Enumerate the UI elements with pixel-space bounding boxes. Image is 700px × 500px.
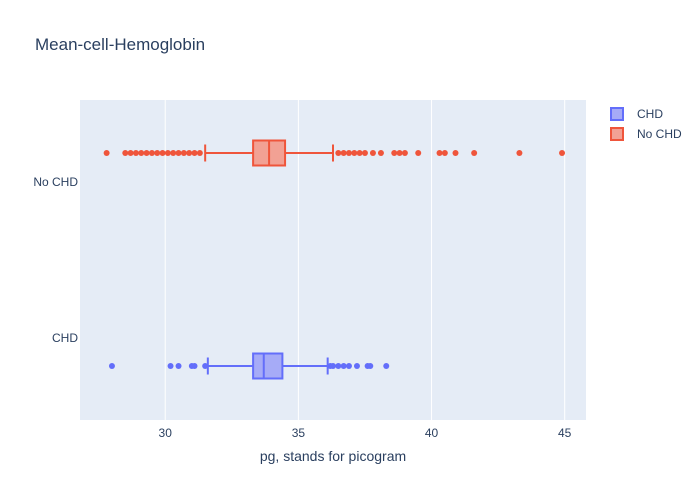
- outlier-point: [180, 150, 187, 156]
- outlier-point: [167, 363, 174, 369]
- outlier-point: [516, 150, 523, 156]
- outlier-point: [353, 363, 360, 369]
- outlier-point: [164, 150, 171, 156]
- outlier-point: [452, 150, 459, 156]
- outlier-point: [191, 363, 198, 369]
- axes: 30 35 40 45 CHD No CHD: [33, 175, 571, 440]
- outlier-point: [361, 150, 368, 156]
- legend-swatch: [610, 107, 624, 121]
- outlier-point: [108, 363, 115, 369]
- outlier-point: [340, 363, 347, 369]
- outlier-point: [175, 363, 182, 369]
- outlier-point: [175, 150, 182, 156]
- chart-title: Mean-cell-Hemoglobin: [35, 35, 205, 54]
- outlier-point: [335, 150, 342, 156]
- x-tick-label: 30: [159, 426, 173, 440]
- outlier-point: [345, 150, 352, 156]
- legend-item-chd[interactable]: CHD: [610, 107, 663, 121]
- outlier-point: [559, 150, 566, 156]
- outlier-point: [356, 150, 363, 156]
- outlier-point: [391, 150, 398, 156]
- outlier-point: [345, 363, 352, 369]
- outlier-point: [401, 150, 408, 156]
- outlier-point: [367, 363, 374, 369]
- outlier-point: [196, 150, 203, 156]
- outlier-point: [186, 150, 193, 156]
- outlier-point: [369, 150, 376, 156]
- outlier-point: [132, 150, 139, 156]
- y-category-label: No CHD: [33, 175, 78, 189]
- outlier-point: [383, 363, 390, 369]
- box-trace-chd: [108, 352, 390, 380]
- outlier-point: [143, 150, 150, 156]
- outlier-point: [122, 150, 129, 156]
- legend[interactable]: CHD No CHD: [610, 107, 682, 141]
- outlier-point: [396, 150, 403, 156]
- outlier-point: [471, 150, 478, 156]
- legend-swatch: [610, 127, 624, 141]
- box-iqr: [252, 352, 284, 380]
- x-tick-label: 35: [292, 426, 306, 440]
- outlier-point: [330, 363, 336, 369]
- legend-label: CHD: [637, 107, 663, 121]
- outlier-point: [103, 150, 110, 156]
- legend-item-no-chd[interactable]: No CHD: [610, 127, 682, 141]
- box-trace-no-chd: [103, 139, 566, 167]
- outlier-point: [191, 150, 198, 156]
- x-axis-title: pg, stands for picogram: [260, 448, 406, 464]
- outlier-point: [436, 150, 443, 156]
- outlier-point: [170, 150, 177, 156]
- outlier-point: [127, 150, 134, 156]
- x-tick-label: 45: [558, 426, 572, 440]
- outlier-point: [202, 363, 209, 369]
- outlier-point: [159, 150, 166, 156]
- outlier-point: [340, 150, 347, 156]
- outlier-point: [335, 363, 342, 369]
- outlier-point: [377, 150, 384, 156]
- outlier-point: [154, 150, 161, 156]
- outlier-point: [415, 150, 422, 156]
- box-traces: [103, 139, 566, 380]
- legend-label: No CHD: [637, 127, 682, 141]
- outlier-point: [148, 150, 155, 156]
- outlier-point: [441, 150, 448, 156]
- outlier-point: [138, 150, 145, 156]
- outlier-point: [351, 150, 358, 156]
- y-category-label: CHD: [52, 331, 78, 345]
- x-tick-label: 40: [425, 426, 439, 440]
